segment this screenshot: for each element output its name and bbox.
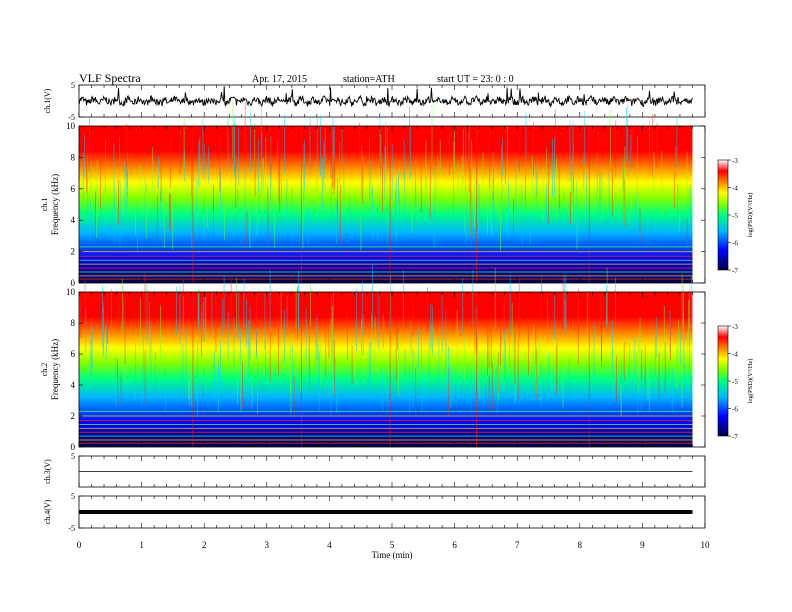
- channel-label: ch.1: [40, 198, 49, 212]
- station-label: station=ATH: [343, 74, 395, 85]
- y-axis-label: ch.1(V): [43, 88, 52, 113]
- y-tick-label: -5: [68, 113, 75, 122]
- y-tick-label: 2: [71, 247, 76, 257]
- y-tick-label: 4: [71, 215, 76, 225]
- colorbar-tick-label: -6: [732, 240, 738, 248]
- x-tick-label: 7: [515, 540, 520, 550]
- colorbar-label: log(PSD)(V²/Hz): [747, 359, 754, 404]
- colorbar-tick-label: -5: [732, 378, 738, 386]
- x-tick-label: 10: [701, 540, 711, 550]
- y-tick-label: 10: [66, 287, 76, 297]
- y-tick-label: 4: [71, 380, 76, 390]
- x-tick-label: 3: [265, 540, 270, 550]
- colorbar-tick-label: -7: [732, 433, 738, 441]
- y-tick-label: 2: [71, 411, 76, 421]
- x-axis-label: Time (min): [372, 550, 413, 560]
- colorbar-tick-label: -4: [732, 185, 738, 193]
- colorbar-tick-label: -4: [732, 351, 738, 359]
- ch1-trace: [78, 86, 693, 108]
- y-tick-label: 5: [71, 492, 75, 501]
- colorbar-tick-label: -5: [732, 212, 738, 220]
- start-time-label: start UT = 23: 0 : 0: [437, 74, 514, 85]
- x-tick-label: 1: [139, 540, 144, 550]
- y-tick-label: -5: [68, 524, 75, 533]
- y-axis-label: Frequency (kHz): [50, 174, 60, 235]
- y-tick-label: 8: [71, 152, 76, 162]
- colorbar-tick-label: -3: [732, 323, 738, 331]
- x-tick-label: 6: [452, 540, 457, 550]
- y-tick-label: 0: [71, 278, 76, 288]
- colorbar: [717, 159, 729, 271]
- y-tick-label: 6: [71, 349, 76, 359]
- x-tick-label: 8: [578, 540, 583, 550]
- x-tick-label: 4: [327, 540, 332, 550]
- spectrogram-texture: [78, 100, 693, 283]
- x-tick-label: 0: [77, 540, 82, 550]
- y-tick-label: 0: [71, 442, 76, 452]
- colorbar-tick-label: -7: [732, 267, 738, 275]
- y-tick-label: 10: [66, 121, 76, 131]
- y-axis-label: ch.4(V): [43, 499, 52, 524]
- colorbar: [717, 325, 729, 437]
- spectrogram-fill: [79, 292, 693, 447]
- y-tick-label: 8: [71, 318, 76, 328]
- y-axis-label: Frequency (kHz): [50, 339, 60, 400]
- y-tick-label: 6: [71, 184, 76, 194]
- colorbar-label: log(PSD)(V²/Hz): [747, 193, 754, 238]
- chart-title: VLF Spectra: [79, 71, 141, 85]
- date-label: Apr. 17, 2015: [252, 74, 307, 85]
- x-tick-label: 5: [390, 540, 395, 550]
- colorbar-tick-label: -6: [732, 406, 738, 414]
- channel-label: ch.2: [40, 363, 49, 377]
- x-tick-label: 9: [640, 540, 645, 550]
- spectrogram-texture: [78, 264, 693, 447]
- y-axis-label: ch.3(V): [43, 459, 52, 484]
- y-tick-label: 5: [71, 81, 75, 90]
- y-tick-label: 5: [71, 452, 75, 461]
- colorbar-tick-label: -3: [732, 157, 738, 165]
- x-tick-label: 2: [202, 540, 207, 550]
